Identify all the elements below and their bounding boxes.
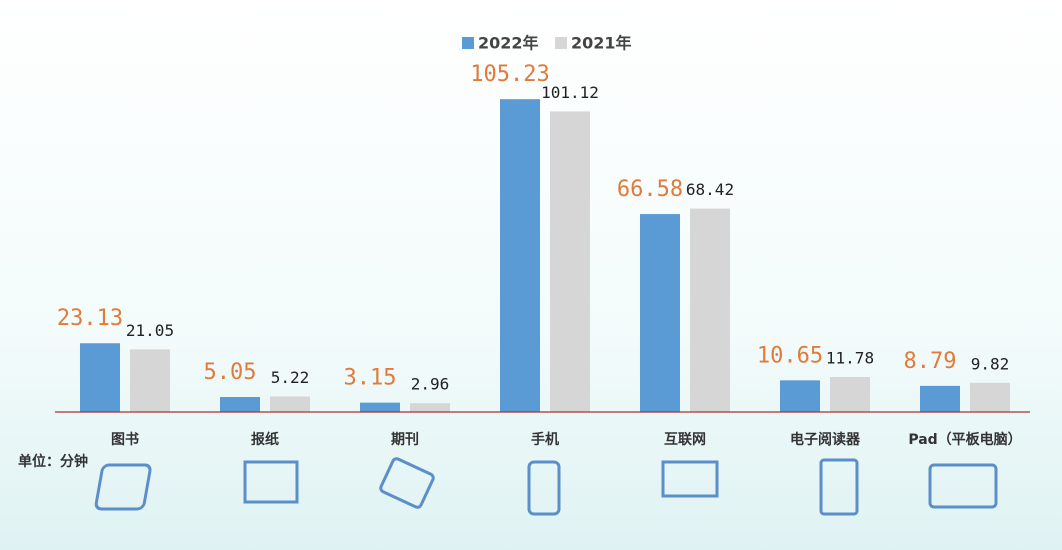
legend-swatch: [555, 37, 567, 49]
bar: [970, 382, 1010, 412]
x-tick-label: 期刊: [391, 432, 419, 448]
ereader-icon: [819, 458, 859, 516]
bar: [690, 208, 730, 412]
legend-label: 2022年: [478, 34, 539, 53]
x-tick-label: 电子阅读器: [790, 431, 861, 448]
bar: [780, 380, 820, 412]
bar: [270, 396, 310, 412]
phone-icon: [527, 460, 561, 516]
bar: [830, 376, 870, 412]
unit-note: 单位：分钟: [18, 453, 88, 470]
computer-icon: [661, 460, 719, 498]
x-tick-label: 手机: [531, 431, 559, 448]
value-label: 5.22: [271, 368, 310, 387]
value-label: 2.96: [411, 375, 450, 394]
bar: [410, 403, 450, 412]
value-label: 21.05: [126, 321, 174, 340]
bar: [130, 349, 170, 412]
value-label: 5.05: [204, 360, 257, 385]
x-tick-label: 报纸: [251, 431, 279, 448]
icons: [94, 457, 998, 516]
legend-label: 2021年: [571, 34, 632, 53]
value-label: 3.15: [344, 366, 397, 391]
bar: [80, 343, 120, 412]
bar: [640, 214, 680, 412]
value-label: 68.42: [686, 180, 734, 199]
book-icon: [94, 463, 152, 511]
x-tick-label: Pad（平板电脑）: [908, 431, 1021, 448]
value-label: 23.13: [57, 306, 123, 331]
magazine-icon: [379, 457, 435, 509]
value-label: 9.82: [971, 354, 1010, 373]
bar: [920, 385, 960, 412]
value-label: 10.65: [757, 343, 823, 368]
legend-swatch: [462, 37, 474, 49]
newspaper-icon: [243, 460, 299, 504]
value-label: 66.58: [617, 177, 683, 202]
laptop-icon: [928, 463, 998, 509]
value-label: 101.12: [541, 83, 599, 102]
bar: [220, 396, 260, 412]
bar: [500, 99, 540, 413]
value-label: 11.78: [826, 348, 874, 367]
bar: [550, 111, 590, 412]
x-tick-label: 互联网: [664, 432, 706, 448]
value-label: 105.23: [470, 62, 549, 87]
value-label: 8.79: [904, 349, 957, 374]
x-tick-label: 图书: [111, 431, 139, 448]
bar: [360, 402, 400, 412]
